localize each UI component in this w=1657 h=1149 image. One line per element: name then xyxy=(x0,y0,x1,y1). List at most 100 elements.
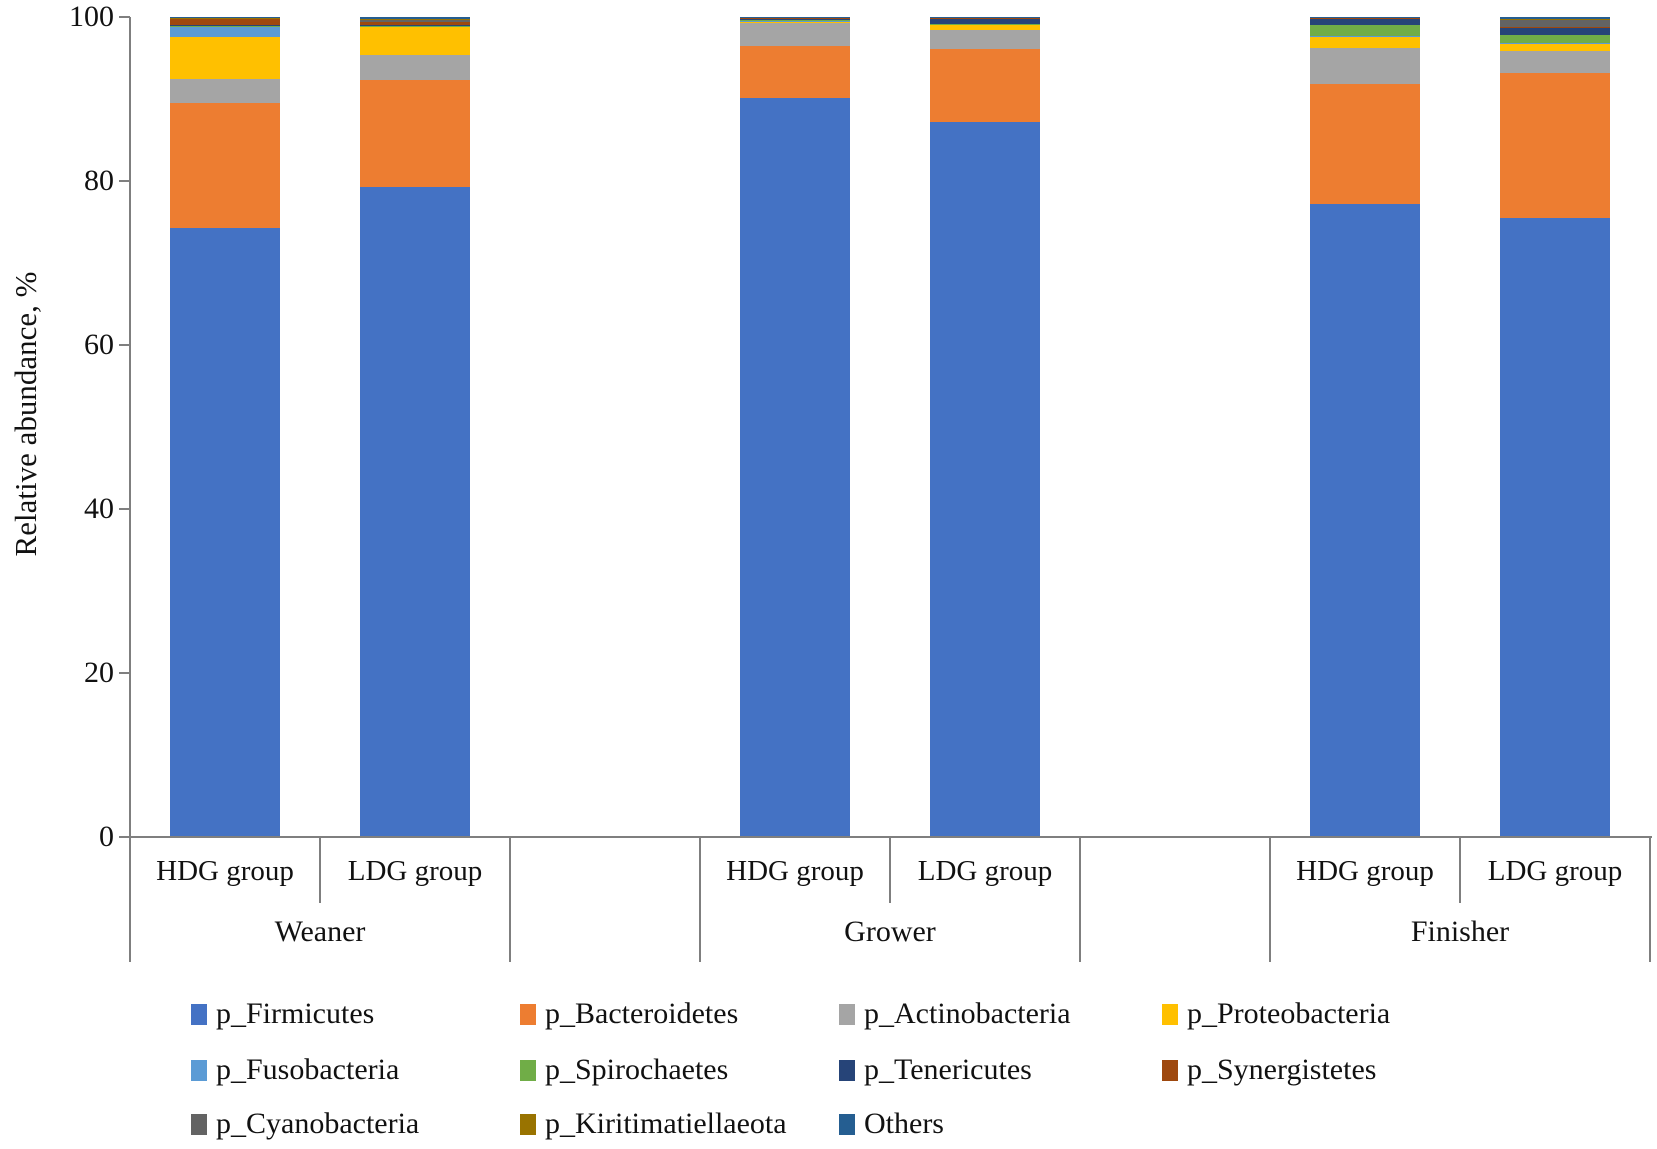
legend-item-p-actinobacteria: p_Actinobacteria xyxy=(839,997,1071,1031)
legend-item-p-synergistetes: p_Synergistetes xyxy=(1162,1053,1376,1087)
segment-others xyxy=(360,17,470,20)
x-label-finisher-ldg-group: LDG group xyxy=(1487,855,1623,887)
segment-p-actinobacteria xyxy=(170,79,280,104)
y-tick-mark-100 xyxy=(119,16,130,18)
segment-p-tenericutes xyxy=(930,18,1040,24)
group-separator xyxy=(509,837,511,962)
legend-label-p-fusobacteria: p_Fusobacteria xyxy=(216,1053,400,1086)
legend-swatch-p-firmicutes xyxy=(191,1003,207,1025)
segment-p-bacteroidetes xyxy=(740,45,850,99)
segment-p-tenericutes xyxy=(1500,27,1610,35)
legend-swatch-p-actinobacteria xyxy=(839,1003,855,1025)
legend-label-p-actinobacteria: p_Actinobacteria xyxy=(864,997,1071,1030)
segment-p-actinobacteria xyxy=(1500,50,1610,73)
segment-p-fusobacteria xyxy=(170,26,280,37)
x-label-weaner-hdg-group: HDG group xyxy=(156,855,294,887)
segment-p-tenericutes xyxy=(740,18,850,21)
segment-p-firmicutes xyxy=(1310,203,1420,837)
bar-weaner-hdg-group xyxy=(170,17,280,837)
legend-item-others: Others xyxy=(839,1107,944,1141)
segment-p-tenericutes xyxy=(170,24,280,26)
y-tick-label-60: 60 xyxy=(84,328,114,361)
legend-label-others: Others xyxy=(864,1107,944,1140)
bar-finisher-hdg-group xyxy=(1310,17,1420,837)
legend-label-p-synergistetes: p_Synergistetes xyxy=(1187,1053,1377,1086)
bar-grower-ldg-group xyxy=(930,17,1040,837)
bar-grower-hdg-group xyxy=(740,17,850,837)
segment-p-tenericutes xyxy=(1310,18,1420,25)
y-axis-line xyxy=(129,17,131,838)
legend-swatch-p-kiritimatiellaeota xyxy=(520,1113,536,1135)
y-tick-label-0: 0 xyxy=(99,820,114,853)
group-separator xyxy=(1649,837,1651,962)
y-tick-mark-40 xyxy=(119,508,130,510)
bar-finisher-ldg-group xyxy=(1500,17,1610,837)
legend-label-p-bacteroidetes: p_Bacteroidetes xyxy=(545,997,739,1030)
group-separator xyxy=(699,837,701,962)
legend-swatch-p-cyanobacteria xyxy=(191,1113,207,1135)
y-tick-mark-60 xyxy=(119,344,130,346)
segment-p-firmicutes xyxy=(740,98,850,837)
segment-p-firmicutes xyxy=(170,227,280,837)
segment-p-proteobacteria xyxy=(170,36,280,80)
segment-p-tenericutes xyxy=(360,24,470,26)
y-axis-title: Relative abundance, % xyxy=(8,271,43,557)
y-tick-mark-80 xyxy=(119,180,130,182)
legend-swatch-p-spirochaetes xyxy=(520,1059,536,1081)
y-tick-label-20: 20 xyxy=(84,656,114,689)
plot-area xyxy=(130,17,1650,837)
segment-p-bacteroidetes xyxy=(1310,84,1420,204)
segment-p-actinobacteria xyxy=(740,22,850,46)
segment-p-proteobacteria xyxy=(1500,43,1610,51)
segment-p-proteobacteria xyxy=(360,26,470,55)
legend-swatch-p-synergistetes xyxy=(1162,1059,1178,1081)
legend-label-p-kiritimatiellaeota: p_Kiritimatiellaeota xyxy=(545,1107,787,1140)
category-separator xyxy=(889,837,891,903)
y-tick-label-80: 80 xyxy=(84,164,114,197)
legend-item-p-tenericutes: p_Tenericutes xyxy=(839,1053,1032,1087)
segment-p-firmicutes xyxy=(1500,217,1610,837)
segment-p-proteobacteria xyxy=(740,21,850,23)
y-tick-label-40: 40 xyxy=(84,492,114,525)
legend-item-p-fusobacteria: p_Fusobacteria xyxy=(191,1053,399,1087)
bar-weaner-ldg-group xyxy=(360,17,470,837)
segment-p-synergistetes xyxy=(360,21,470,25)
y-tick-mark-20 xyxy=(119,672,130,674)
legend-label-p-tenericutes: p_Tenericutes xyxy=(864,1053,1032,1086)
segment-p-bacteroidetes xyxy=(360,80,470,187)
x-label-finisher-hdg-group: HDG group xyxy=(1296,855,1434,887)
category-separator xyxy=(1459,837,1461,903)
legend-item-p-firmicutes: p_Firmicutes xyxy=(191,997,374,1031)
y-tick-mark-0 xyxy=(119,836,130,838)
legend-item-p-proteobacteria: p_Proteobacteria xyxy=(1162,997,1390,1031)
segment-p-bacteroidetes xyxy=(1500,72,1610,218)
legend-item-p-bacteroidetes: p_Bacteroidetes xyxy=(520,997,738,1031)
legend-swatch-p-tenericutes xyxy=(839,1059,855,1081)
legend-swatch-others xyxy=(839,1113,855,1135)
segment-p-fusobacteria xyxy=(360,26,470,27)
group-separator xyxy=(129,837,131,962)
segment-p-cyanobacteria xyxy=(1500,19,1610,27)
legend-swatch-p-proteobacteria xyxy=(1162,1003,1178,1025)
legend-swatch-p-bacteroidetes xyxy=(520,1003,536,1025)
legend-label-p-proteobacteria: p_Proteobacteria xyxy=(1187,997,1391,1030)
legend-item-p-cyanobacteria: p_Cyanobacteria xyxy=(191,1107,419,1141)
legend-item-p-spirochaetes: p_Spirochaetes xyxy=(520,1053,728,1087)
group-label-finisher: Finisher xyxy=(1410,915,1510,948)
segment-p-cyanobacteria xyxy=(930,17,1040,19)
segment-p-actinobacteria xyxy=(1310,48,1420,85)
legend-label-p-cyanobacteria: p_Cyanobacteria xyxy=(216,1107,420,1140)
segment-p-spirochaetes xyxy=(1310,24,1420,37)
group-separator xyxy=(1079,837,1081,962)
segment-p-bacteroidetes xyxy=(930,49,1040,122)
segment-p-cyanobacteria xyxy=(360,19,470,22)
segment-p-kiritimatiellaeota xyxy=(1500,18,1610,20)
category-separator xyxy=(319,837,321,903)
group-label-grower: Grower xyxy=(844,915,936,948)
y-tick-label-100: 100 xyxy=(69,0,114,33)
x-label-weaner-ldg-group: LDG group xyxy=(347,855,483,887)
segment-p-actinobacteria xyxy=(930,30,1040,49)
segment-others xyxy=(1500,17,1610,19)
x-label-grower-hdg-group: HDG group xyxy=(726,855,864,887)
